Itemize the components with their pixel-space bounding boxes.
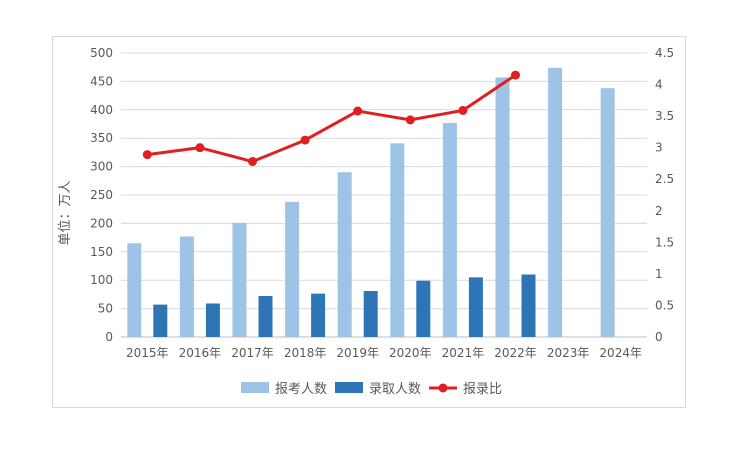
bar-marks [127,67,615,337]
point-报录比 [511,70,520,80]
line-报录比 [147,73,517,164]
x-tick-label: 2016年 [179,346,222,360]
bar-报考人数 [390,143,405,337]
gridlines [121,52,647,338]
point-报录比 [405,115,415,125]
point-报录比 [195,143,205,153]
bar-报考人数 [548,67,563,337]
ratio-line [142,70,520,167]
x-tick-label: 2020年 [389,346,432,360]
y2-tick-label: 0.5 [655,298,674,312]
x-tick-label: 2019年 [336,346,379,360]
y2-tick-label: 0 [655,330,663,344]
bar-报考人数 [442,122,457,337]
legend-label: 报录比 [463,382,502,397]
bar-录取人数 [468,277,483,337]
y-tick-label: 500 [90,46,113,60]
y-tick-label: 400 [90,103,113,117]
x-tick-label: 2022年 [494,346,537,360]
point-报录比 [248,157,257,167]
y-tick-label: 200 [90,216,113,230]
x-tick-label: 2015年 [126,346,169,360]
bar-报考人数 [179,236,194,337]
bar-录取人数 [363,290,378,337]
x-tick-label: 2023年 [547,346,590,360]
bar-报考人数 [127,243,142,337]
bar-报考人数 [285,201,300,337]
point-报录比 [353,106,363,116]
category-axis-ticks: 2015年 2016年 2017年 2018年 2019年 2020年 2021年 2022年… [126,346,642,360]
point-报录比 [458,105,468,115]
y2-tick-label: 3.5 [655,109,674,123]
y2-tick-label: 3 [655,141,663,155]
bar-录取人数 [521,274,536,337]
y-tick-label: 350 [90,131,113,145]
y-tick-label: 0 [105,330,113,344]
point-报录比 [142,150,152,160]
y2-tick-label: 2 [655,204,663,218]
bar-报考人数 [232,222,247,337]
x-tick-label: 2018年 [284,346,327,360]
legend-label: 报考人数 [275,382,327,397]
y2-tick-label: 1.5 [655,235,674,249]
x-tick-label: 2024年 [599,346,642,360]
y-axis-label: 单位：万人 [58,180,73,245]
point-报录比 [300,135,310,145]
bar-报考人数 [600,88,615,337]
left-axis-ticks: 0 50 100 150 200 250 300 350 400 450 500 [90,46,113,344]
y2-tick-label: 2.5 [655,172,674,186]
y2-tick-label: 4.5 [655,46,674,60]
legend-marker [438,383,448,393]
x-tick-label: 2017年 [231,346,274,360]
y-tick-label: 50 [98,302,113,316]
y2-tick-label: 1 [655,267,663,281]
bar-录取人数 [311,293,326,337]
y-tick-label: 100 [90,273,113,287]
legend: 报考人数 录取人数 报录比 [241,382,502,397]
bar-报考人数 [337,172,352,337]
y-tick-label: 450 [90,74,113,88]
y-tick-label: 300 [90,160,113,174]
bar-录取人数 [258,295,273,337]
right-axis-ticks: 0 0.5 1 1.5 2 2.5 3 3.5 4 4.5 [655,46,674,344]
x-tick-label: 2021年 [442,346,485,360]
legend-label: 录取人数 [369,382,421,397]
bar-录取人数 [153,304,168,337]
legend-swatch [335,382,363,393]
legend-swatch [241,382,269,393]
chart-card: 0 50 100 150 200 250 300 350 400 450 500 0 0.5 1 1.5 2… [52,36,686,408]
y-tick-label: 150 [90,245,113,259]
bar-录取人数 [205,303,220,337]
bar-录取人数 [416,280,431,337]
combo-chart: 0 50 100 150 200 250 300 350 400 450 500 0 0.5 1 1.5 2… [58,46,674,397]
y-tick-label: 250 [90,188,113,202]
y2-tick-label: 4 [655,78,663,92]
bar-报考人数 [495,77,510,337]
